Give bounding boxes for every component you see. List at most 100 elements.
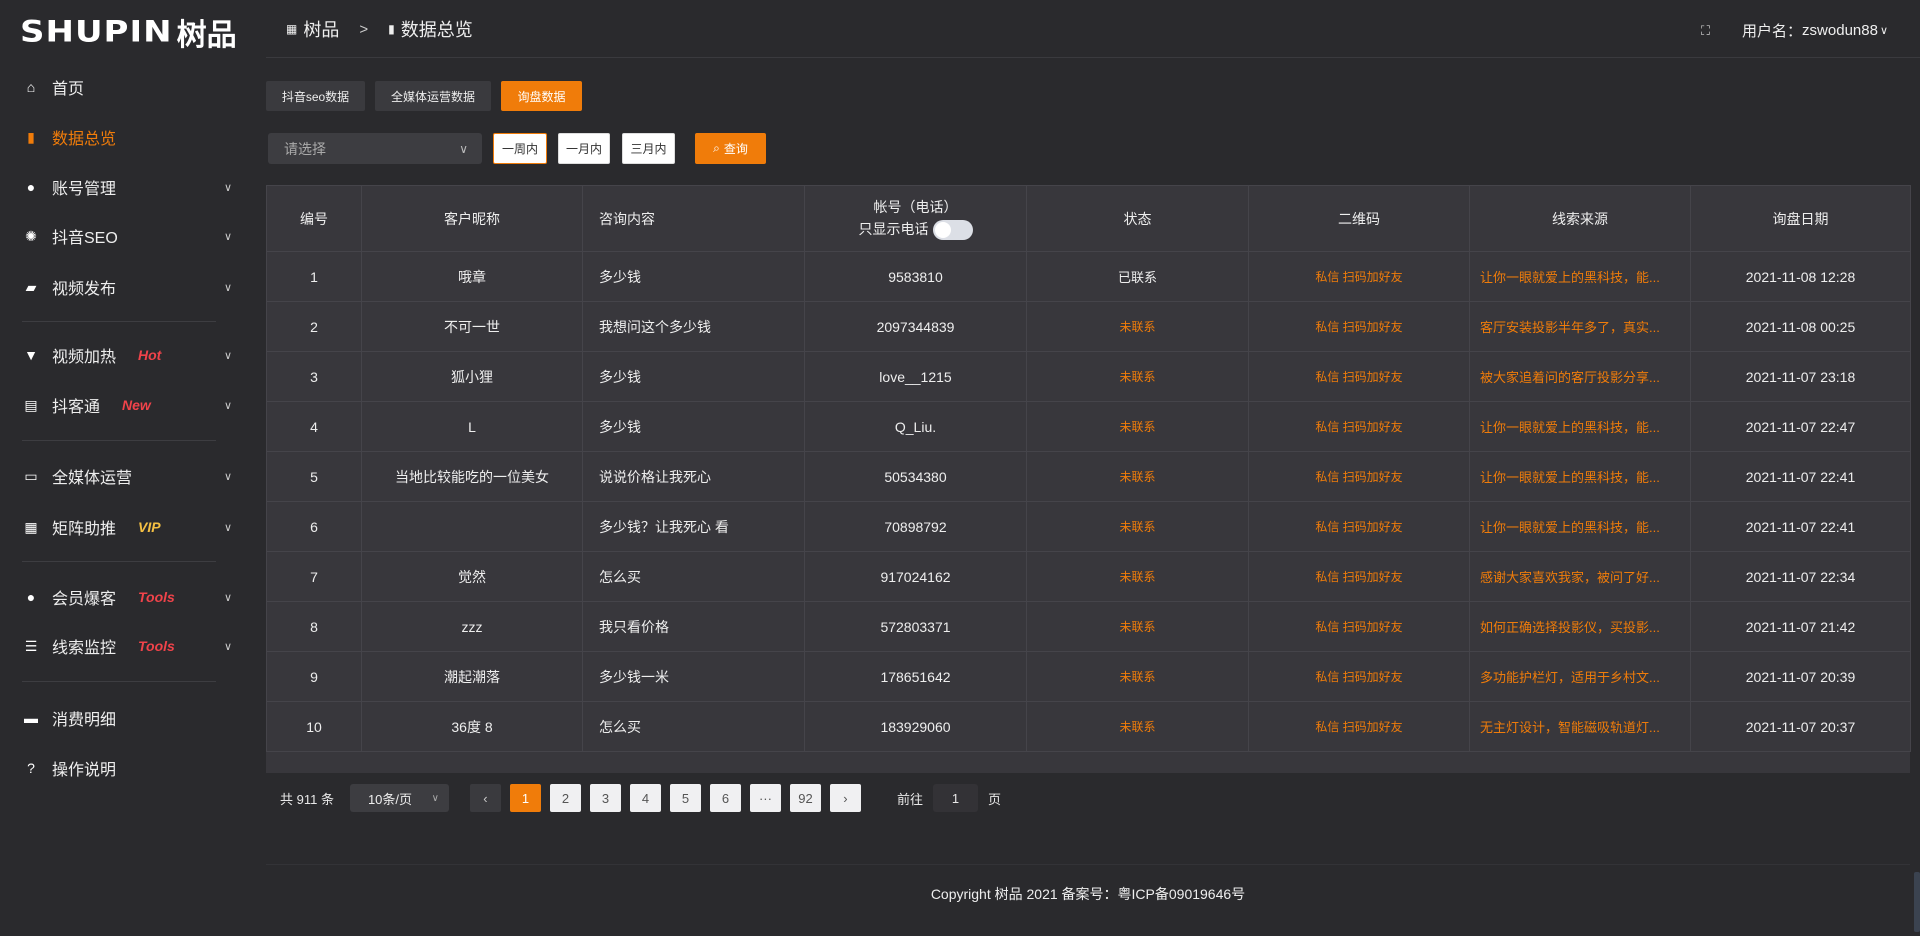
cell-source[interactable]: 感谢大家喜欢我家，被问了好...: [1469, 551, 1691, 602]
sidebar-item-10[interactable]: ☰ 线索监控 Tools ∨: [22, 631, 232, 661]
cell-qrcode[interactable]: 私信 扫码加好友: [1248, 551, 1470, 602]
cell-id: 2: [266, 301, 362, 352]
monitor-icon: ▭: [24, 467, 38, 484]
cell-status: 未联系: [1026, 401, 1249, 452]
range-month-button[interactable]: 一月内: [558, 133, 610, 164]
page-button[interactable]: 6: [709, 784, 741, 812]
cell-id: 10: [266, 701, 362, 752]
cell-qrcode[interactable]: 私信 扫码加好友: [1248, 651, 1470, 702]
fullscreen-icon[interactable]: ⛶: [1700, 22, 1711, 38]
cell-id: 5: [266, 451, 362, 502]
chevron-down-icon: ∨: [223, 349, 232, 362]
cell-id: 7: [266, 551, 362, 602]
cell-date: 2021-11-07 23:18: [1690, 351, 1911, 402]
cell-content: 我只看价格: [582, 601, 805, 652]
cell-qrcode[interactable]: 私信 扫码加好友: [1248, 451, 1470, 502]
cell-content: 说说价格让我死心: [582, 451, 805, 502]
cell-source[interactable]: 让你一眼就爱上的黑科技，能...: [1469, 401, 1691, 452]
cell-source[interactable]: 客厅安装投影半年多了，真实...: [1469, 301, 1691, 352]
cell-account: 572803371: [804, 601, 1027, 652]
page-button[interactable]: 5: [669, 784, 701, 812]
page-button[interactable]: 1: [509, 784, 541, 812]
cell-account: 9583810: [804, 251, 1027, 302]
cell-source[interactable]: 如何正确选择投影仪，买投影...: [1469, 601, 1691, 652]
cell-status: 未联系: [1026, 451, 1249, 502]
sidebar-item-0[interactable]: ⌂ 首页: [22, 72, 232, 102]
page-button[interactable]: 92: [789, 784, 821, 812]
cell-account: 183929060: [804, 701, 1027, 752]
tab-all-media-data[interactable]: 全媒体运营数据: [375, 81, 491, 111]
search-icon: ⌕: [713, 141, 720, 155]
cell-account: 2097344839: [804, 301, 1027, 352]
page-button[interactable]: 3: [589, 784, 621, 812]
range-week-button[interactable]: 一周内: [493, 133, 547, 164]
chevron-down-icon[interactable]: ∨: [1879, 25, 1888, 37]
cell-qrcode[interactable]: 私信 扫码加好友: [1248, 251, 1470, 302]
chevron-down-icon: ∨: [223, 470, 232, 483]
tab-douyin-seo-data[interactable]: 抖音seo数据: [266, 81, 365, 111]
logo-text-en: SHUPIN: [20, 15, 173, 49]
query-button[interactable]: ⌕ 查询: [695, 133, 766, 164]
cell-qrcode[interactable]: 私信 扫码加好友: [1248, 301, 1470, 352]
cell-source[interactable]: 无主灯设计，智能磁吸轨道灯...: [1469, 701, 1691, 752]
sidebar-divider: [22, 440, 216, 441]
breadcrumb-home[interactable]: 树品: [303, 20, 340, 40]
sidebar-item-2[interactable]: ● 账号管理 ∨: [22, 172, 232, 202]
username[interactable]: zswodun88: [1802, 22, 1878, 39]
chevron-down-icon: ∨: [223, 181, 232, 194]
cell-content: 多少钱？让我死心 看: [582, 501, 805, 552]
cell-id: 6: [266, 501, 362, 552]
tab-inquiry-data[interactable]: 询盘数据: [501, 81, 582, 111]
sidebar-item-9[interactable]: ● 会员爆客 Tools ∨: [22, 582, 232, 612]
logo[interactable]: SHUPIN 树品: [20, 12, 237, 52]
question-icon: ?: [27, 760, 35, 776]
scrollbar[interactable]: [1914, 872, 1920, 932]
breadcrumb-current: 数据总览: [400, 20, 473, 40]
cell-qrcode[interactable]: 私信 扫码加好友: [1248, 601, 1470, 652]
next-page-button[interactable]: ›: [829, 784, 861, 812]
sidebar-divider: [22, 321, 216, 322]
cell-source[interactable]: 多功能护栏灯，适用于乡村文...: [1469, 651, 1691, 702]
wallet-icon: ▬: [24, 710, 38, 726]
goto-page: 前往 1 页: [897, 784, 1001, 812]
prev-page-button[interactable]: ‹: [469, 784, 501, 812]
page-button[interactable]: 2: [549, 784, 581, 812]
logo-text-cn: 树品: [176, 19, 237, 52]
sidebar-item-12[interactable]: ? 操作说明: [22, 753, 232, 783]
cell-source[interactable]: 让你一眼就爱上的黑科技，能...: [1469, 451, 1691, 502]
phone-only-toggle[interactable]: [932, 220, 973, 241]
user-menu[interactable]: ⛶ 用户名： zswodun88 ∨: [1701, 20, 1888, 41]
cell-source[interactable]: 被大家追着问的客厅投影分享...: [1469, 351, 1691, 402]
sidebar-item-11[interactable]: ▬ 消费明细: [22, 703, 232, 733]
sidebar-item-3[interactable]: ✺ 抖音SEO ∨: [22, 221, 232, 251]
sidebar-badge: VIP: [138, 519, 161, 535]
sidebar-item-7[interactable]: ▭ 全媒体运营 ∨: [22, 461, 232, 491]
cell-source[interactable]: 让你一眼就爱上的黑科技，能...: [1469, 501, 1691, 552]
sidebar-item-1[interactable]: ▮ 数据总览: [22, 122, 232, 152]
cell-qrcode[interactable]: 私信 扫码加好友: [1248, 351, 1470, 402]
page-size-select[interactable]: 10条/页 ∨: [349, 784, 449, 812]
sidebar-item-6[interactable]: ▤ 抖客通 New ∨: [22, 390, 232, 420]
sidebar-item-4[interactable]: ▰ 视频发布 ∨: [22, 272, 232, 302]
filter-select[interactable]: 请选择 ∨: [268, 133, 482, 164]
sidebar-divider: [22, 561, 216, 562]
cell-id: 8: [266, 601, 362, 652]
cell-date: 2021-11-07 20:37: [1690, 701, 1911, 752]
cell-status: 已联系: [1026, 251, 1249, 302]
home-icon: ⌂: [26, 79, 36, 95]
cell-source[interactable]: 让你一眼就爱上的黑科技，能...: [1469, 251, 1691, 302]
page-button[interactable]: ···: [749, 784, 781, 812]
header-nickname: 客户昵称: [361, 185, 583, 252]
cell-nickname: 当地比较能吃的一位美女: [361, 451, 583, 502]
sidebar-item-label: 账号管理: [52, 181, 117, 198]
table-header-row: 编号 客户昵称 咨询内容 帐号（电话） 只显示电话 状态 二维码 线索来源 询盘…: [266, 185, 1911, 252]
cell-qrcode[interactable]: 私信 扫码加好友: [1248, 401, 1470, 452]
table-row: 1 哦章 多少钱 9583810 已联系 私信 扫码加好友 让你一眼就爱上的黑科技，能...…: [266, 251, 1911, 302]
range-3month-button[interactable]: 三月内: [622, 133, 675, 164]
sidebar-item-5[interactable]: ▼ 视频加热 Hot ∨: [22, 340, 232, 370]
goto-page-input[interactable]: 1: [932, 784, 978, 812]
cell-qrcode[interactable]: 私信 扫码加好友: [1248, 501, 1470, 552]
cell-qrcode[interactable]: 私信 扫码加好友: [1248, 701, 1470, 752]
page-button[interactable]: 4: [629, 784, 661, 812]
sidebar-item-8[interactable]: ▦ 矩阵助推 VIP ∨: [22, 512, 232, 542]
